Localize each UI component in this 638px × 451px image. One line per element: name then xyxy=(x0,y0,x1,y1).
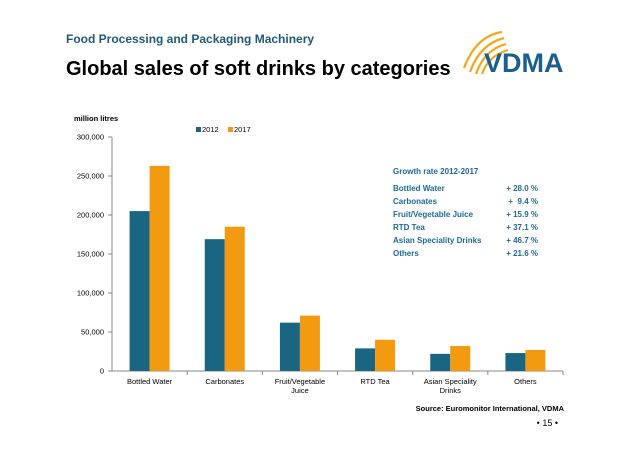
growth-row-value: + 46.7 % xyxy=(506,236,538,245)
growth-row: Others + 21.6 % xyxy=(393,247,538,260)
bar-2012 xyxy=(279,322,300,371)
y-tick-label: 50,000 xyxy=(81,328,104,337)
x-tick-label: RTD Tea xyxy=(360,377,390,386)
legend-swatch-2017 xyxy=(228,127,233,132)
x-tick-label: Carbonates xyxy=(205,377,244,386)
y-tick-label: 200,000 xyxy=(77,211,104,220)
bar-2017 xyxy=(149,165,170,371)
page-number: • 15 • xyxy=(536,418,558,428)
x-tick-label: Drinks xyxy=(440,386,462,395)
bar-2012 xyxy=(204,239,225,371)
bar-2017 xyxy=(224,226,245,371)
growth-row: Fruit/Vegetable Juice + 15.9 % xyxy=(393,208,538,221)
y-tick-label: 0 xyxy=(100,367,104,376)
bar-2012 xyxy=(355,348,376,371)
growth-row-value: + 37.1 % xyxy=(506,223,538,232)
growth-row: Carbonates + 9.4 % xyxy=(393,195,538,208)
growth-row-label: Carbonates xyxy=(393,197,438,206)
y-axis-label: million litres xyxy=(74,114,118,123)
growth-row-value: + 28.0 % xyxy=(506,184,538,193)
x-tick-label: Others xyxy=(514,377,537,386)
growth-row-value: + 15.9 % xyxy=(506,210,538,219)
source-note: Source: Euromonitor International, VDMA xyxy=(415,404,564,413)
growth-row: Asian Speciality Drinks + 46.7 % xyxy=(393,234,538,247)
bar-2017 xyxy=(450,346,471,371)
growth-rows: Bottled Water + 28.0 % Carbonates + 9.4 % Fr… xyxy=(393,182,538,260)
growth-row-label: Fruit/Vegetable Juice xyxy=(393,210,474,219)
growth-rate-box: Growth rate 2012-2017 Bottled Water + 28.… xyxy=(393,167,538,260)
growth-row-value: + 9.4 % xyxy=(508,197,538,206)
growth-row: RTD Tea + 37.1 % xyxy=(393,221,538,234)
bar-2017 xyxy=(375,339,396,371)
slide-title: Global sales of soft drinks by categorie… xyxy=(66,58,451,80)
y-tick-label: 250,000 xyxy=(77,172,104,181)
growth-row: Bottled Water + 28.0 % xyxy=(393,182,538,195)
bar-2012 xyxy=(129,211,150,371)
bar-2012 xyxy=(505,353,526,371)
growth-row-label: Others xyxy=(393,249,419,258)
x-tick-label: Juice xyxy=(291,386,309,395)
bar-2012 xyxy=(430,353,451,371)
bar-2017 xyxy=(525,349,546,371)
growth-row-value: + 21.6 % xyxy=(506,249,538,258)
slide-subtitle: Food Processing and Packaging Machinery xyxy=(66,32,315,46)
x-tick-label: Fruit/Vegetable xyxy=(275,377,325,386)
vdma-logo-arcs-icon xyxy=(462,30,509,75)
growth-row-label: Bottled Water xyxy=(393,184,445,193)
growth-row-label: RTD Tea xyxy=(393,223,425,232)
growth-heading: Growth rate 2012-2017 xyxy=(393,167,479,176)
y-tick-label: 150,000 xyxy=(77,250,104,259)
legend-label: 2012 xyxy=(202,125,219,134)
x-tick-label: Bottled Water xyxy=(127,377,173,386)
legend-swatch-2012 xyxy=(196,127,201,132)
y-tick-label: 300,000 xyxy=(77,133,104,142)
legend-label: 2017 xyxy=(234,125,251,134)
vdma-logo-text: VDMA xyxy=(484,48,564,78)
growth-row-label: Asian Speciality Drinks xyxy=(393,236,482,245)
bar-2017 xyxy=(299,315,320,371)
x-tick-label: Asian Speciality xyxy=(424,377,477,386)
y-tick-label: 100,000 xyxy=(77,289,104,298)
